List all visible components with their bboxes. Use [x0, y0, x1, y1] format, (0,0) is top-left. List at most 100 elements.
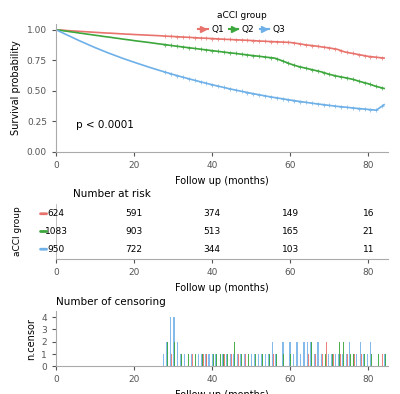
Bar [328, 354, 329, 366]
Bar [170, 317, 171, 366]
Bar [234, 342, 235, 366]
Bar [230, 354, 231, 366]
Bar [332, 354, 333, 366]
Bar [371, 354, 372, 366]
Bar [201, 354, 203, 366]
Bar [290, 354, 291, 366]
Text: 11: 11 [363, 245, 374, 254]
Bar [175, 354, 176, 366]
Bar [293, 354, 294, 366]
Bar [360, 342, 361, 366]
Text: p < 0.0001: p < 0.0001 [76, 120, 134, 130]
Text: 591: 591 [126, 209, 143, 218]
Text: 722: 722 [126, 245, 143, 254]
Bar [289, 342, 291, 366]
X-axis label: Follow up (months): Follow up (months) [175, 283, 269, 293]
Bar [364, 354, 365, 366]
Bar [272, 342, 273, 366]
Bar [203, 354, 204, 366]
Text: aCCI group: aCCI group [13, 206, 22, 256]
Bar [188, 354, 189, 366]
Bar [282, 342, 284, 366]
Text: 903: 903 [126, 227, 143, 236]
Bar [227, 354, 228, 366]
Bar [255, 354, 256, 366]
Bar [356, 354, 358, 366]
Bar [382, 354, 383, 366]
Bar [332, 354, 333, 366]
Bar [198, 354, 199, 366]
Bar [273, 354, 274, 366]
Bar [166, 342, 168, 366]
Bar [318, 342, 319, 366]
Bar [350, 354, 351, 366]
Bar [276, 354, 277, 366]
Bar [206, 354, 207, 366]
Text: 21: 21 [363, 227, 374, 236]
Bar [340, 354, 341, 366]
Bar [307, 342, 308, 366]
Bar [233, 354, 234, 366]
Bar [177, 342, 178, 366]
Bar [308, 354, 309, 366]
Bar [321, 354, 322, 366]
Bar [361, 354, 362, 366]
Bar [325, 354, 326, 366]
Bar [310, 342, 312, 366]
Bar [248, 354, 249, 366]
Bar [163, 354, 164, 366]
Bar [261, 354, 262, 366]
Bar [244, 354, 245, 366]
Bar [251, 354, 252, 366]
Text: Number of censoring: Number of censoring [56, 297, 166, 307]
Bar [262, 354, 263, 366]
Bar [360, 354, 361, 366]
Bar [245, 354, 246, 366]
Bar [322, 354, 323, 366]
Text: 624: 624 [48, 209, 64, 218]
Bar [240, 354, 242, 366]
Text: 950: 950 [47, 245, 65, 254]
Text: 344: 344 [204, 245, 221, 254]
Bar [167, 342, 168, 366]
Bar [354, 354, 355, 366]
Text: 103: 103 [282, 245, 299, 254]
Bar [311, 342, 312, 366]
Bar [171, 354, 172, 366]
Text: 374: 374 [204, 209, 221, 218]
Bar [388, 354, 389, 366]
Bar [269, 354, 270, 366]
Bar [314, 354, 315, 366]
Bar [231, 354, 232, 366]
Bar [216, 354, 217, 366]
Bar [224, 354, 225, 366]
Bar [191, 354, 192, 366]
Bar [347, 354, 348, 366]
Bar [173, 317, 175, 366]
Bar [303, 342, 305, 366]
Bar [258, 354, 259, 366]
Bar [296, 342, 298, 366]
Bar [236, 354, 238, 366]
Bar [241, 354, 242, 366]
Bar [367, 354, 368, 366]
Bar [291, 354, 292, 366]
Bar [181, 354, 182, 366]
Bar [335, 354, 336, 366]
X-axis label: Follow up (months): Follow up (months) [175, 390, 269, 394]
Bar [342, 354, 343, 366]
Bar [205, 354, 206, 366]
Bar [370, 342, 372, 366]
Legend: Q1, Q2, Q3: Q1, Q2, Q3 [195, 7, 289, 37]
Bar [195, 354, 196, 366]
Bar [338, 354, 340, 366]
Bar [283, 354, 284, 366]
Bar [301, 354, 302, 366]
Bar [199, 354, 200, 366]
Bar [180, 354, 182, 366]
Text: 513: 513 [204, 227, 221, 236]
Bar [389, 354, 390, 366]
Bar [254, 354, 256, 366]
Bar [184, 354, 185, 366]
Bar [208, 354, 210, 366]
